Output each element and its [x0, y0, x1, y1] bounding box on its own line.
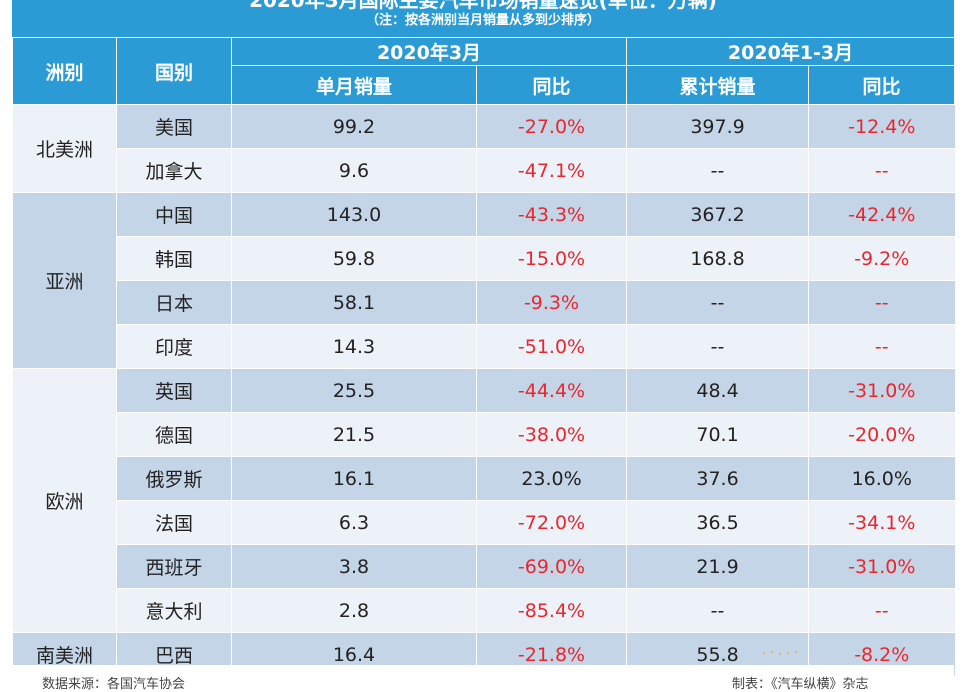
- table-row: 北美洲 美国 99.2 -27.0% 397.9 -12.4%: [12, 104, 955, 193]
- yoy-ytd-cell: --: [808, 324, 955, 369]
- yoy-ytd-cell: --: [808, 148, 955, 193]
- yoy-ytd-cell: 16.0%: [808, 456, 955, 501]
- yoy-ytd-cell: -20.0%: [808, 412, 955, 457]
- monthly-sales-cell: 14.3: [231, 324, 477, 369]
- country-cell: 法国: [116, 500, 232, 545]
- cumulative-sales-cell: 70.1: [626, 412, 809, 457]
- yoy-ytd-cell: -34.1%: [808, 500, 955, 545]
- country-cell: 美国: [116, 104, 232, 149]
- yoy-ytd-cell: -12.4%: [808, 104, 955, 149]
- header-country: 国别: [116, 37, 232, 105]
- country-cell: 加拿大: [116, 148, 232, 193]
- yoy-month-cell: -15.0%: [475, 236, 627, 281]
- yoy-ytd-cell: --: [808, 280, 955, 325]
- cumulative-sales-cell: 48.4: [626, 368, 809, 413]
- country-cell: 西班牙: [116, 544, 232, 589]
- monthly-sales-cell: 6.3: [231, 500, 477, 545]
- yoy-ytd-cell: -31.0%: [808, 544, 955, 589]
- yoy-month-cell: -72.0%: [475, 500, 627, 545]
- continent-cell: 北美洲: [12, 104, 117, 193]
- country-cell: 德国: [116, 412, 232, 457]
- table-row: 亚洲 中国 143.0 -43.3% 367.2 -42.4%: [12, 192, 955, 369]
- cumulative-sales-cell: 367.2: [626, 192, 809, 237]
- monthly-sales-cell: 21.5: [231, 412, 477, 457]
- yoy-month-cell: -38.0%: [475, 412, 627, 457]
- table-row: 法国 6.3 -72.0% 36.5 -34.1%: [13, 500, 955, 545]
- cumulative-sales-cell: 168.8: [626, 236, 809, 281]
- yoy-ytd-cell: -42.4%: [808, 192, 955, 237]
- table-row: 西班牙 3.8 -69.0% 21.9 -31.0%: [13, 544, 955, 589]
- table-row: 韩国 59.8 -15.0% 168.8 -9.2%: [13, 236, 955, 281]
- yoy-month-cell: -44.4%: [475, 368, 627, 413]
- yoy-month-cell: 23.0%: [475, 456, 627, 501]
- table-row: 南美洲 巴西 16.4 -21.8% 55.8 -8.2%: [12, 632, 955, 677]
- monthly-sales-cell: 59.8: [231, 236, 477, 281]
- cumulative-sales-cell: --: [626, 148, 809, 193]
- monthly-sales-cell: 2.8: [231, 588, 477, 633]
- table-row: 印度 14.3 -51.0% -- --: [13, 324, 955, 369]
- monthly-sales-cell: 143.0: [231, 192, 477, 237]
- footer: 数据来源：各国汽车协会 制表：《汽车纵横》杂志: [12, 665, 954, 692]
- yoy-month-cell: -43.3%: [475, 192, 627, 237]
- yoy-month-cell: -27.0%: [475, 104, 627, 149]
- monthly-sales-cell: 99.2: [231, 104, 477, 149]
- watermark-dots: [762, 650, 798, 656]
- table-body: 北美洲 美国 99.2 -27.0% 397.9 -12.4% 加拿大 9.6 -47.1% --…: [12, 104, 955, 677]
- cumulative-sales-cell: 37.6: [626, 456, 809, 501]
- country-cell: 日本: [116, 280, 232, 325]
- yoy-ytd-cell: -31.0%: [808, 368, 955, 413]
- header-continent: 洲别: [12, 37, 117, 105]
- header-monthly-sales: 单月销量: [231, 65, 477, 105]
- cumulative-sales-cell: --: [626, 324, 809, 369]
- monthly-sales-cell: 25.5: [231, 368, 477, 413]
- yoy-month-cell: -9.3%: [475, 280, 627, 325]
- sales-table: 洲别 国别 2020年3月 2020年1-3月 单月销量 同比 累计销量 同比 …: [12, 37, 956, 677]
- yoy-month-cell: -85.4%: [475, 588, 627, 633]
- table-row: 德国 21.5 -38.0% 70.1 -20.0%: [13, 412, 955, 457]
- header-period-ytd: 2020年1-3月: [626, 37, 956, 66]
- title-bar: 2020年3月国际主要汽车市场销量速览(单位：万辆) （注：按各洲别当月销量从多…: [12, 0, 954, 37]
- country-cell: 韩国: [116, 236, 232, 281]
- yoy-ytd-cell: -9.2%: [808, 236, 955, 281]
- country-cell: 意大利: [116, 588, 232, 633]
- cumulative-sales-cell: --: [626, 280, 809, 325]
- country-cell: 英国: [116, 368, 232, 413]
- continent-cell: 亚洲: [12, 192, 117, 369]
- continent-cell: 南美洲: [12, 632, 117, 677]
- monthly-sales-cell: 9.6: [231, 148, 477, 193]
- monthly-sales-cell: 58.1: [231, 280, 477, 325]
- yoy-month-cell: -69.0%: [475, 544, 627, 589]
- table-row: 意大利 2.8 -85.4% -- --: [13, 588, 955, 633]
- monthly-sales-cell: 16.1: [231, 456, 477, 501]
- yoy-month-cell: -51.0%: [475, 324, 627, 369]
- yoy-ytd-cell: --: [808, 588, 955, 633]
- cumulative-sales-cell: 21.9: [626, 544, 809, 589]
- country-cell: 印度: [116, 324, 232, 369]
- table-row: 俄罗斯 16.1 23.0% 37.6 16.0%: [13, 456, 955, 501]
- header-period-month: 2020年3月: [230, 37, 628, 66]
- cumulative-sales-cell: 397.9: [626, 104, 809, 149]
- country-cell: 俄罗斯: [116, 456, 232, 501]
- header-yoy-month: 同比: [475, 65, 628, 105]
- table-title: 2020年3月国际主要汽车市场销量速览(单位：万辆): [249, 0, 717, 12]
- header-cumulative-sales: 累计销量: [626, 65, 810, 105]
- monthly-sales-cell: 3.8: [231, 544, 477, 589]
- table-row: 加拿大 9.6 -47.1% -- --: [13, 148, 955, 193]
- yoy-month-cell: -47.1%: [475, 148, 627, 193]
- cumulative-sales-cell: --: [626, 588, 809, 633]
- header-yoy-ytd: 同比: [808, 65, 956, 105]
- continent-cell: 欧洲: [12, 368, 117, 633]
- table-row: 欧洲 英国 25.5 -44.4% 48.4 -31.0%: [12, 368, 955, 633]
- country-cell: 中国: [116, 192, 232, 237]
- table-row: 日本 58.1 -9.3% -- --: [13, 280, 955, 325]
- cumulative-sales-cell: 36.5: [626, 500, 809, 545]
- table-subtitle: （注：按各洲别当月销量从多到少排序）: [365, 13, 600, 28]
